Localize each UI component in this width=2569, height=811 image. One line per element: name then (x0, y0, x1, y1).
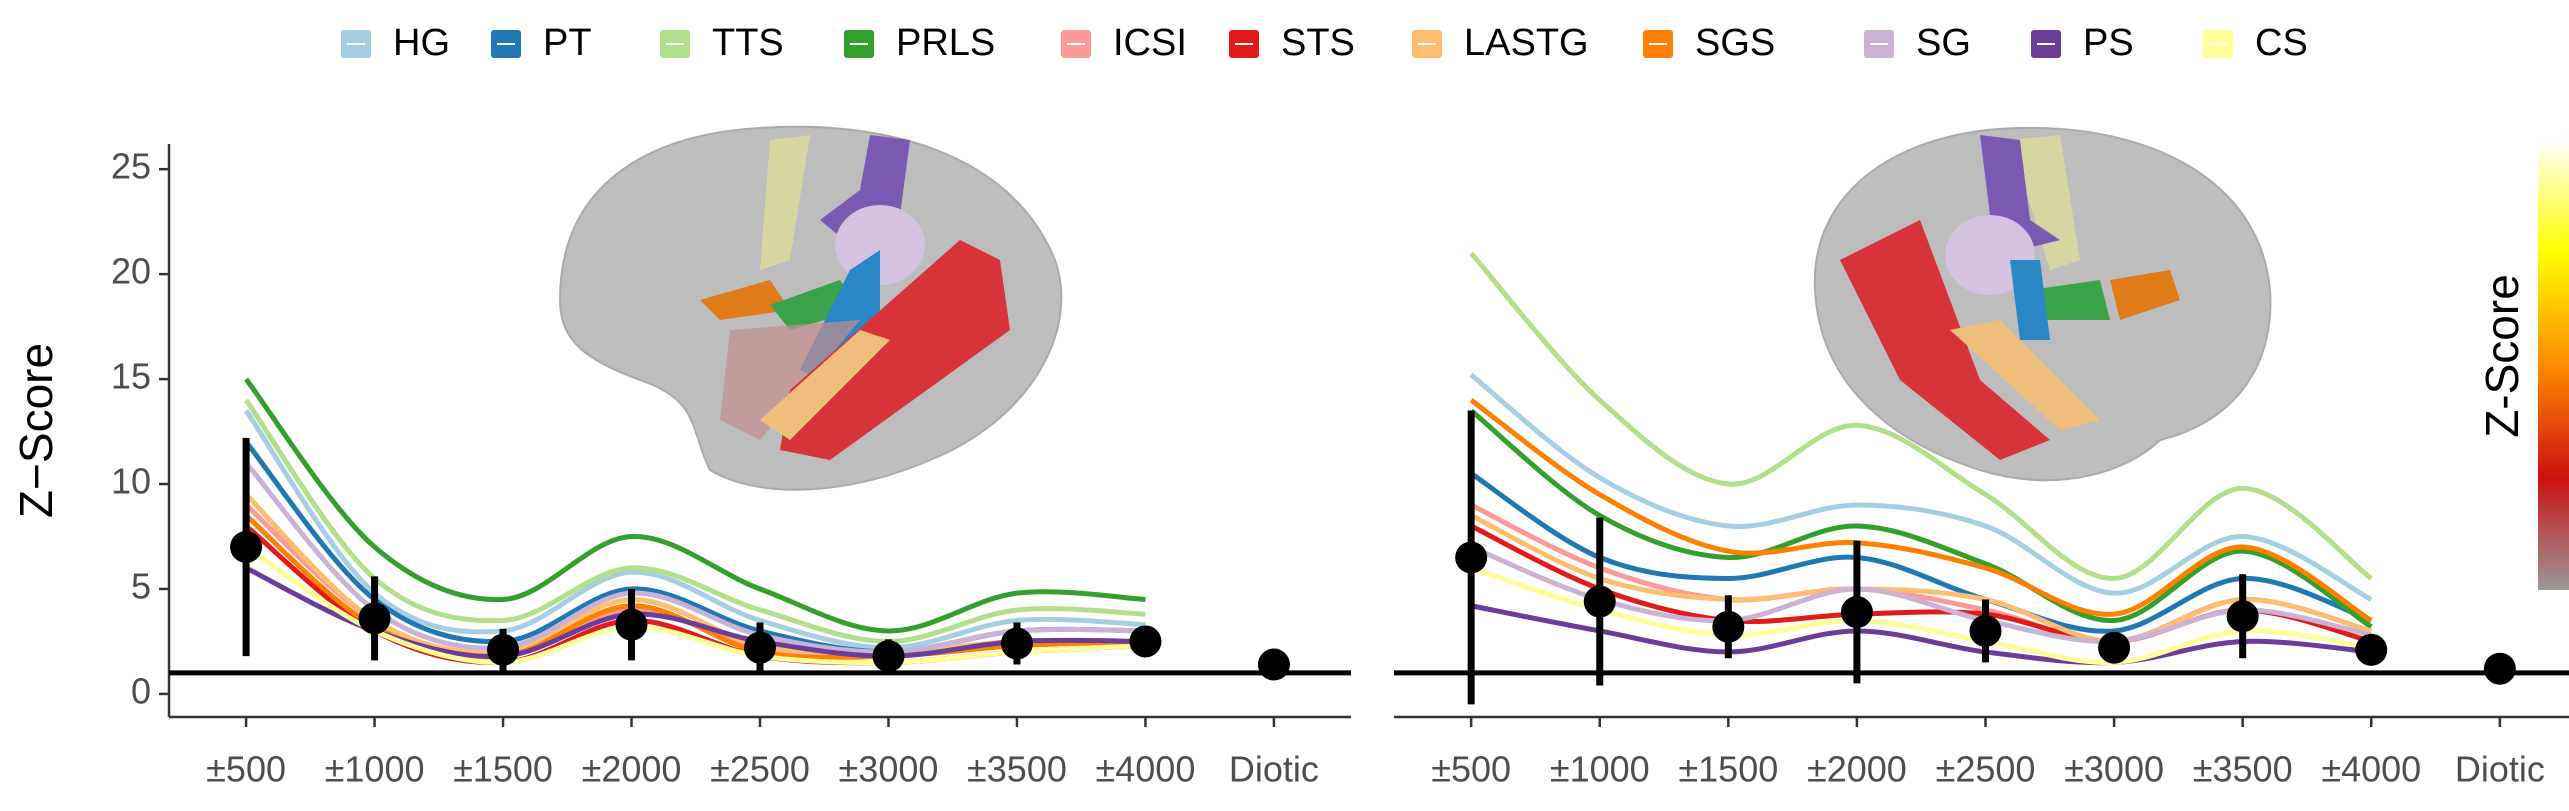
mean-point (1257, 648, 1290, 681)
mean-point (2483, 652, 2516, 685)
x-tick-label: ±2500 (1936, 749, 2036, 790)
mean-point (230, 530, 263, 563)
legend-label: CS (2255, 22, 2308, 64)
mean-point (1840, 596, 1873, 629)
y-tick-label: 5 (131, 565, 151, 606)
x-tick-label: Diotic (1229, 749, 1319, 790)
y-tick-label: 20 (111, 251, 151, 292)
legend-item: TTS (660, 22, 784, 64)
legend-label: PT (543, 22, 592, 64)
legend-label: ICSI (1113, 22, 1187, 64)
legend-item: PRLS (844, 22, 995, 64)
legend-label: PS (2083, 22, 2134, 64)
mean-point (2226, 600, 2259, 633)
series-line (1469, 398, 2373, 623)
x-tick-label: ±1000 (325, 749, 425, 790)
mean-point (2355, 633, 2388, 666)
legend-item: LASTG (1412, 22, 1589, 64)
legend-label: SGS (1695, 22, 1775, 64)
mean-point (872, 640, 905, 673)
series-line (244, 377, 1146, 634)
legend-item: HG (341, 22, 450, 64)
x-tick-label: ±2000 (1807, 749, 1907, 790)
legend-label: STS (1281, 22, 1355, 64)
legend-item: CS (2203, 22, 2308, 64)
y-axis-label: Z−Score (10, 343, 62, 518)
series-line (1469, 372, 2373, 602)
legend-label: SG (1916, 22, 1971, 64)
mean-point (2098, 631, 2131, 664)
y-tick-label: 0 (131, 670, 151, 711)
x-tick-label: ±3000 (2064, 749, 2164, 790)
series-line (1469, 471, 2373, 634)
y-tick-label: 25 (111, 146, 151, 187)
legend-item: PS (2031, 22, 2134, 64)
x-tick-label: ±4000 (2321, 749, 2421, 790)
colorbar (2538, 139, 2569, 590)
x-tick-label: ±2000 (582, 749, 682, 790)
x-tick-label: ±4000 (1096, 749, 1196, 790)
mean-point (1583, 585, 1616, 618)
x-tick-label: ±1500 (1678, 749, 1778, 790)
mean-point (1129, 625, 1162, 658)
legend-item: PT (491, 22, 592, 64)
mean-point (1969, 614, 2002, 647)
y-tick-label: 10 (111, 461, 151, 502)
x-tick-label: Diotic (2455, 749, 2545, 790)
mean-point (1455, 541, 1488, 574)
x-tick-label: ±1500 (453, 749, 553, 790)
x-tick-label: ±1000 (1550, 749, 1650, 790)
mean-point (358, 602, 391, 635)
x-tick-label: ±3500 (2193, 749, 2293, 790)
legend-item: SG (1864, 22, 1971, 64)
legend-label: TTS (712, 22, 784, 64)
series-line (1470, 603, 2372, 666)
mean-point (615, 608, 648, 641)
mean-point (1000, 627, 1033, 660)
series-line (1469, 251, 2373, 581)
mean-point (1712, 610, 1745, 643)
brain-left (558, 125, 1063, 491)
mean-point (487, 633, 520, 666)
x-tick-label: ±500 (1431, 749, 1511, 790)
legend-item: STS (1229, 22, 1355, 64)
legend-item: SGS (1643, 22, 1775, 64)
legend-label: LASTG (1464, 22, 1589, 64)
panel: ±500 ±1000 ±1500 ±2000 ±2500 ±3000 ±3500 ±4000 D… (1394, 251, 2569, 790)
y-tick-label: 15 (111, 356, 151, 397)
x-tick-label: ±2500 (710, 749, 810, 790)
mean-point (744, 631, 776, 664)
legend-label: HG (393, 22, 450, 64)
x-tick-label: ±500 (206, 749, 286, 790)
colorbar-label: Z-Score (2476, 274, 2528, 438)
series-line (1470, 513, 2372, 644)
brain-right (1813, 126, 2272, 482)
legend-item: ICSI (1061, 22, 1187, 64)
x-tick-label: ±3500 (967, 749, 1067, 790)
x-tick-label: ±3000 (839, 749, 939, 790)
series-line (1470, 565, 2372, 666)
panel: ±500 ±1000 ±1500 ±2000 ±2500 ±3000 ±3500 ±4000 D… (10, 144, 1351, 790)
series-line (1469, 408, 2373, 629)
legend-label: PRLS (896, 22, 995, 64)
